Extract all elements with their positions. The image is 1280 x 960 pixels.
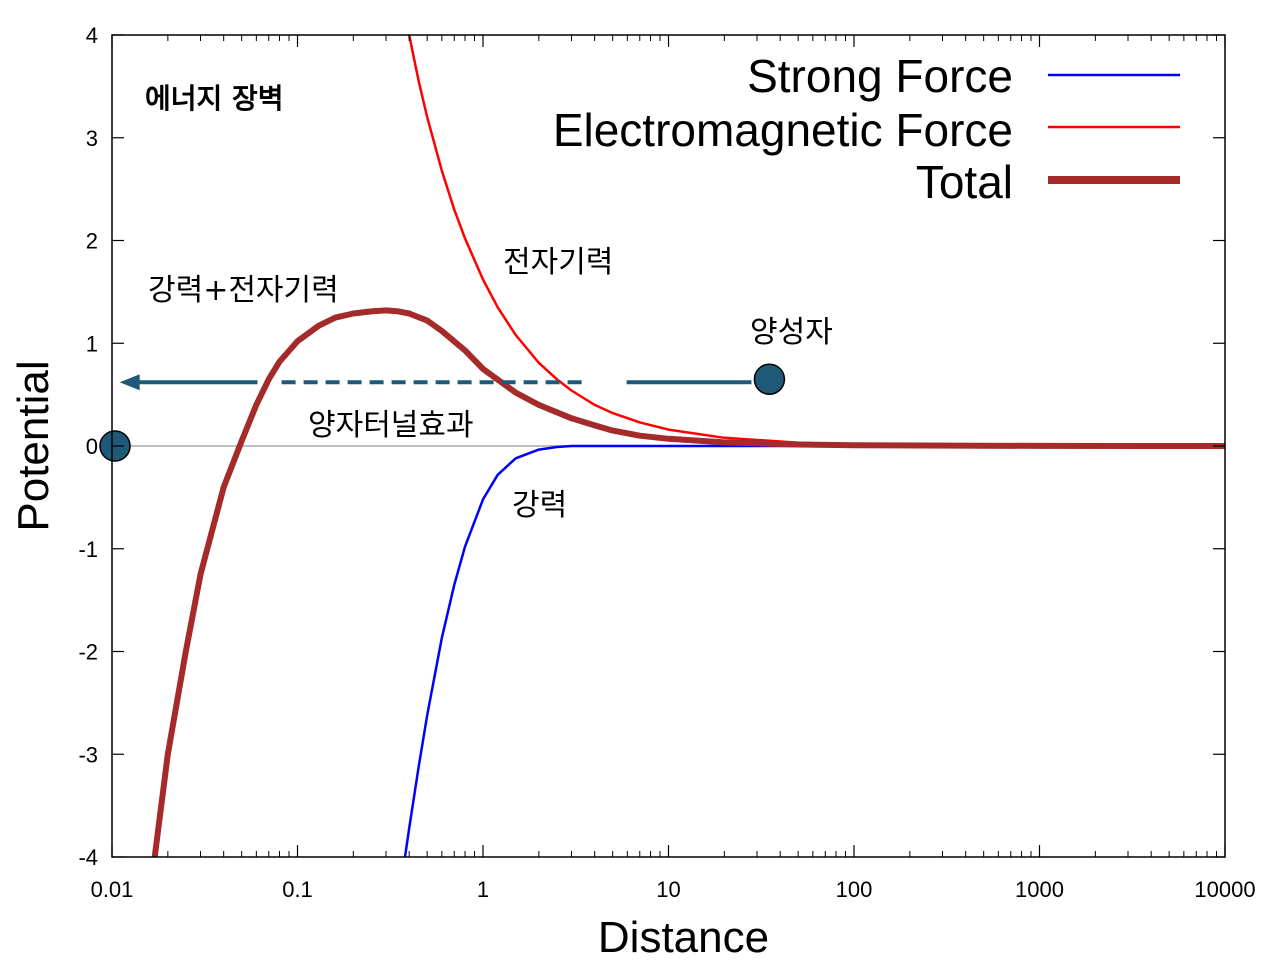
tunneling-arrowhead bbox=[119, 374, 140, 391]
series-line-total bbox=[151, 307, 1225, 857]
annotation-strong-plus-em: 강력+전자기력 bbox=[148, 273, 339, 308]
y-tick-label: 4 bbox=[86, 23, 98, 48]
annotation-strong-force: 강력 bbox=[512, 488, 567, 523]
x-tick-label: 1 bbox=[477, 877, 489, 902]
annotation-tunneling: 양자터널효과 bbox=[308, 408, 474, 443]
axis-layer: -4 -3 -2 -1 0 1 2 3 4 0.01 0.1 1 10 100 1000 10000 Dista… bbox=[9, 23, 1256, 960]
y-tick-label: 2 bbox=[86, 229, 98, 254]
annotation-energy-barrier: 에너지 장벽 bbox=[145, 82, 284, 115]
y-tick-label: 0 bbox=[86, 434, 98, 459]
x-tick-label: 10000 bbox=[1194, 877, 1255, 902]
legend-label-electromagnetic-force: Electromagnetic Force bbox=[553, 104, 1013, 156]
plot-layer bbox=[99, 35, 1225, 857]
series-line-strong-force bbox=[403, 444, 1225, 857]
annotation-proton: 양성자 bbox=[750, 315, 833, 350]
legend: Strong Force Electromagnetic Force Total bbox=[553, 50, 1180, 208]
x-axis-title: Distance bbox=[598, 913, 769, 960]
x-tick-label: 100 bbox=[836, 877, 873, 902]
x-tick-label: 1000 bbox=[1015, 877, 1064, 902]
legend-label-strong-force: Strong Force bbox=[747, 50, 1013, 102]
y-tick-label: -1 bbox=[78, 537, 98, 562]
annotation-em-force: 전자기력 bbox=[503, 245, 613, 280]
proton-marker bbox=[753, 363, 786, 395]
y-axis-title: Potential bbox=[9, 360, 58, 531]
x-tick-label: 10 bbox=[656, 877, 680, 902]
x-tick-label: 0.01 bbox=[91, 877, 134, 902]
annotation-layer: 에너지 장벽 강력+전자기력 전자기력 양성자 양자터널효과 강력 bbox=[145, 82, 833, 523]
series-group bbox=[112, 35, 1225, 857]
legend-label-total: Total bbox=[916, 156, 1013, 208]
y-tick-label: -4 bbox=[78, 845, 98, 870]
y-tick-label: -3 bbox=[78, 742, 98, 767]
y-tick-label: 3 bbox=[86, 126, 98, 151]
y-tick-label: -2 bbox=[78, 640, 98, 665]
x-tick-label: 0.1 bbox=[282, 877, 313, 902]
y-tick-label: 1 bbox=[86, 331, 98, 356]
